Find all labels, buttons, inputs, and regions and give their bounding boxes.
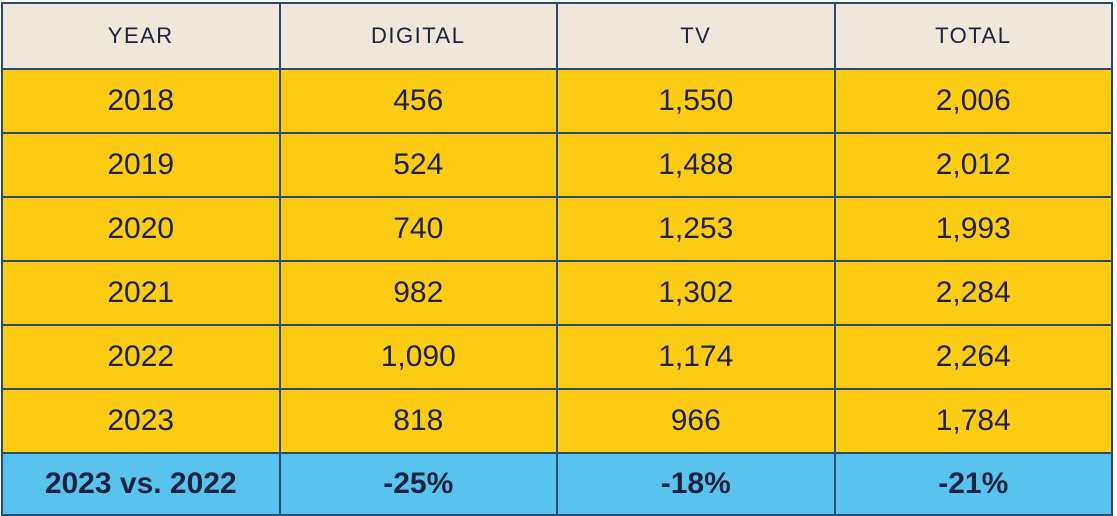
cell-year: 2020 [1,196,281,262]
cell-digital: 524 [278,132,558,198]
header-cell-year: YEAR [1,2,281,70]
header-cell-tv: TV [556,2,836,70]
cell-digital: 456 [278,68,558,134]
table-row: 2021 982 1,302 2,284 [1,260,1113,326]
cell-year: 2023 [1,388,281,454]
cell-year: 2019 [1,132,281,198]
summary-tv-change: -18% [556,452,836,516]
table-row: 2023 818 966 1,784 [1,388,1113,454]
cell-tv: 1,174 [556,324,836,390]
cell-total: 1,993 [833,196,1113,262]
header-cell-total: TOTAL [833,2,1113,70]
summary-label: 2023 vs. 2022 [1,452,281,516]
cell-year: 2022 [1,324,281,390]
cell-total: 2,006 [833,68,1113,134]
cell-digital: 818 [278,388,558,454]
cell-total: 2,284 [833,260,1113,326]
table-row: 2022 1,090 1,174 2,264 [1,324,1113,390]
cell-tv: 1,488 [556,132,836,198]
cell-tv: 966 [556,388,836,454]
cell-year: 2018 [1,68,281,134]
summary-row: 2023 vs. 2022 -25% -18% -21% [1,452,1113,516]
table-row: 2018 456 1,550 2,006 [1,68,1113,134]
header-cell-digital: DIGITAL [278,2,558,70]
cell-tv: 1,253 [556,196,836,262]
header-row: YEAR DIGITAL TV TOTAL [1,2,1113,70]
table-row: 2020 740 1,253 1,993 [1,196,1113,262]
cell-tv: 1,302 [556,260,836,326]
cell-total: 2,012 [833,132,1113,198]
cell-total: 1,784 [833,388,1113,454]
summary-digital-change: -25% [278,452,558,516]
cell-digital: 1,090 [278,324,558,390]
cell-total: 2,264 [833,324,1113,390]
cell-digital: 740 [278,196,558,262]
cell-digital: 982 [278,260,558,326]
table-row: 2019 524 1,488 2,012 [1,132,1113,198]
summary-total-change: -21% [833,452,1113,516]
cell-year: 2021 [1,260,281,326]
cell-tv: 1,550 [556,68,836,134]
